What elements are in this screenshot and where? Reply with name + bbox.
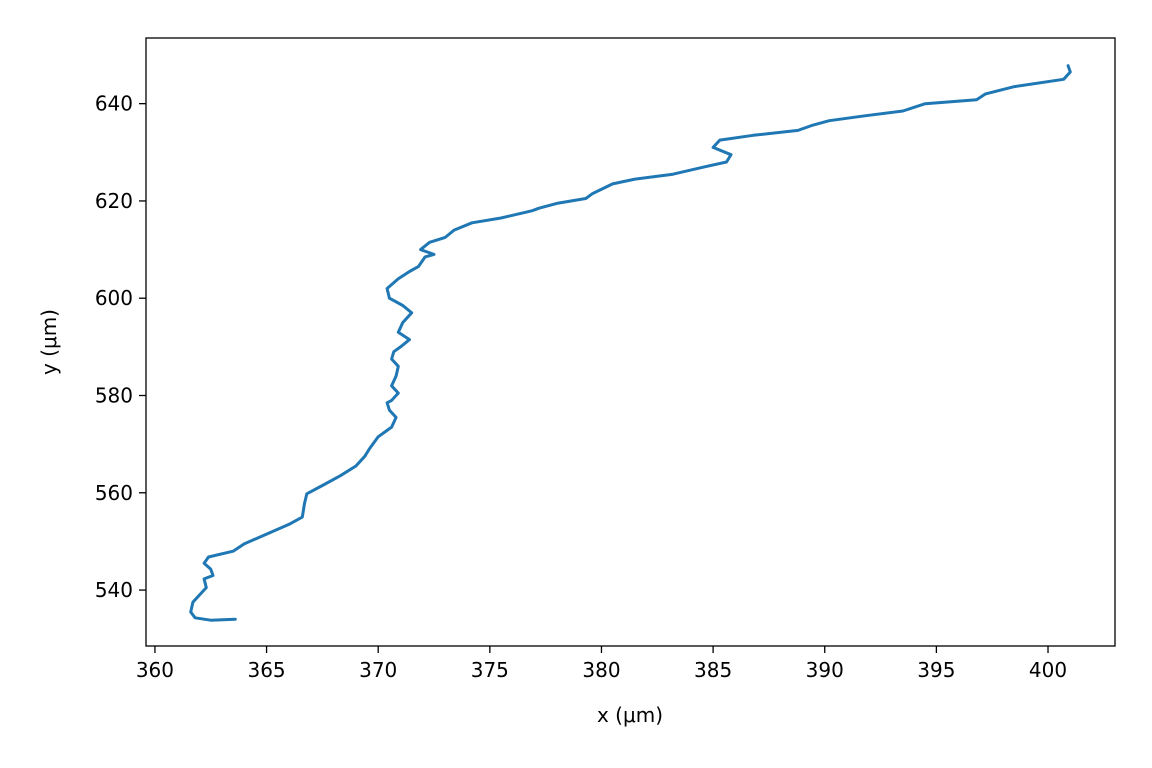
plot-frame	[145, 37, 1116, 647]
y-tick-label: 640	[95, 92, 133, 116]
series-layer	[189, 64, 1072, 622]
x-tick-label: 390	[806, 658, 844, 682]
x-tick-label: 360	[136, 658, 174, 682]
x-tick-label: 380	[582, 658, 620, 682]
y-tick-label: 620	[95, 189, 133, 213]
y-tick-label: 560	[95, 481, 133, 505]
x-tick-label: 400	[1029, 658, 1067, 682]
x-tick-label: 365	[247, 658, 285, 682]
x-tick-label: 385	[694, 658, 732, 682]
y-tick-label: 600	[95, 286, 133, 310]
x-tick-label: 375	[471, 658, 509, 682]
y-axis-label: y (μm)	[37, 309, 61, 375]
x-axis-label: x (μm)	[597, 703, 663, 727]
x-axis-ticks: 360 365 370 375 380 385 390 395 400	[136, 646, 1067, 682]
y-tick-label: 540	[95, 578, 133, 602]
y-tick-label: 580	[95, 384, 133, 408]
x-tick-label: 395	[917, 658, 955, 682]
series-line-0	[189, 64, 1072, 622]
y-axis-ticks: 540 560 580 600 620 640	[95, 92, 146, 602]
x-tick-label: 370	[359, 658, 397, 682]
plot-area	[146, 38, 1115, 646]
